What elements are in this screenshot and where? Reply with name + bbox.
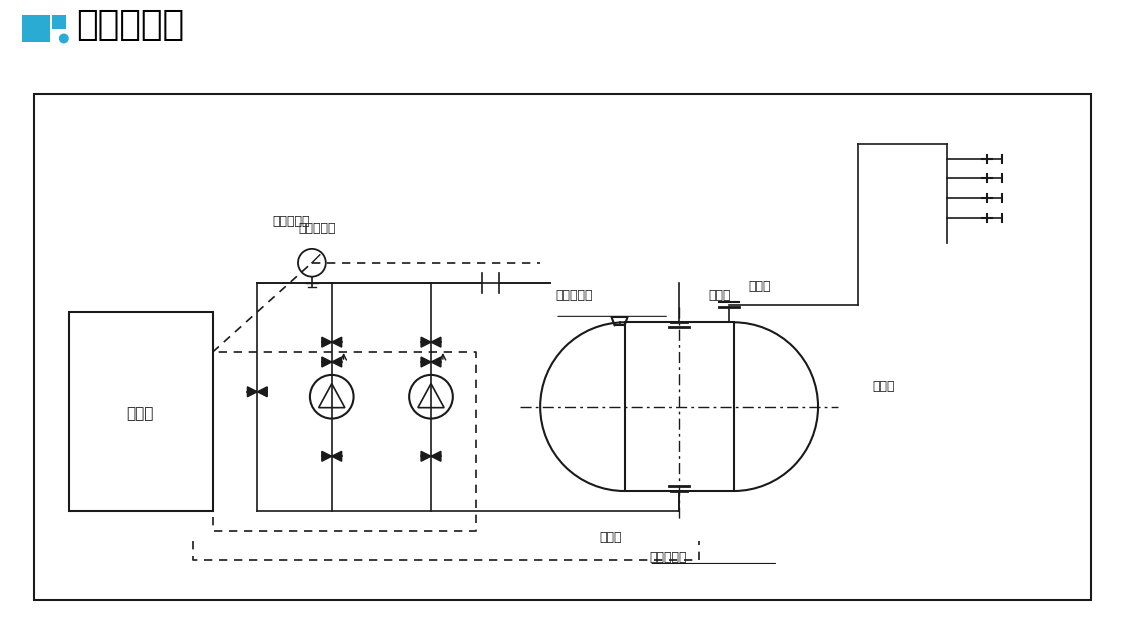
Circle shape bbox=[298, 249, 326, 276]
Bar bbox=[22, 15, 50, 42]
Polygon shape bbox=[332, 357, 342, 367]
Polygon shape bbox=[322, 357, 332, 367]
Bar bbox=[68, 313, 213, 511]
Polygon shape bbox=[421, 451, 430, 461]
Bar bbox=[624, 323, 733, 491]
Text: 进水口: 进水口 bbox=[749, 280, 771, 293]
Polygon shape bbox=[430, 337, 441, 347]
Text: 稳流罐: 稳流罐 bbox=[872, 380, 895, 393]
Polygon shape bbox=[258, 387, 267, 397]
Polygon shape bbox=[421, 337, 430, 347]
Text: 出水管: 出水管 bbox=[708, 290, 731, 303]
Polygon shape bbox=[332, 337, 342, 347]
Text: 远传压力表: 远传压力表 bbox=[298, 222, 335, 235]
Text: 变频柜: 变频柜 bbox=[127, 406, 154, 421]
Bar bbox=[34, 94, 1091, 600]
Text: 负压解除器: 负压解除器 bbox=[555, 290, 593, 303]
Circle shape bbox=[58, 34, 68, 44]
Text: 集水管: 集水管 bbox=[600, 531, 622, 544]
Polygon shape bbox=[418, 384, 444, 407]
Text: 液位探测器: 液位探测器 bbox=[649, 550, 687, 563]
Polygon shape bbox=[430, 451, 441, 461]
Polygon shape bbox=[322, 337, 332, 347]
Polygon shape bbox=[318, 384, 345, 407]
Circle shape bbox=[409, 375, 453, 419]
Polygon shape bbox=[322, 451, 332, 461]
Circle shape bbox=[309, 375, 353, 419]
Text: 远传压力表: 远传压力表 bbox=[272, 215, 309, 228]
Bar bbox=[52, 15, 66, 29]
Polygon shape bbox=[421, 357, 430, 367]
Text: 工作原理图: 工作原理图 bbox=[76, 9, 184, 42]
Polygon shape bbox=[430, 357, 441, 367]
Polygon shape bbox=[332, 451, 342, 461]
Polygon shape bbox=[248, 387, 258, 397]
